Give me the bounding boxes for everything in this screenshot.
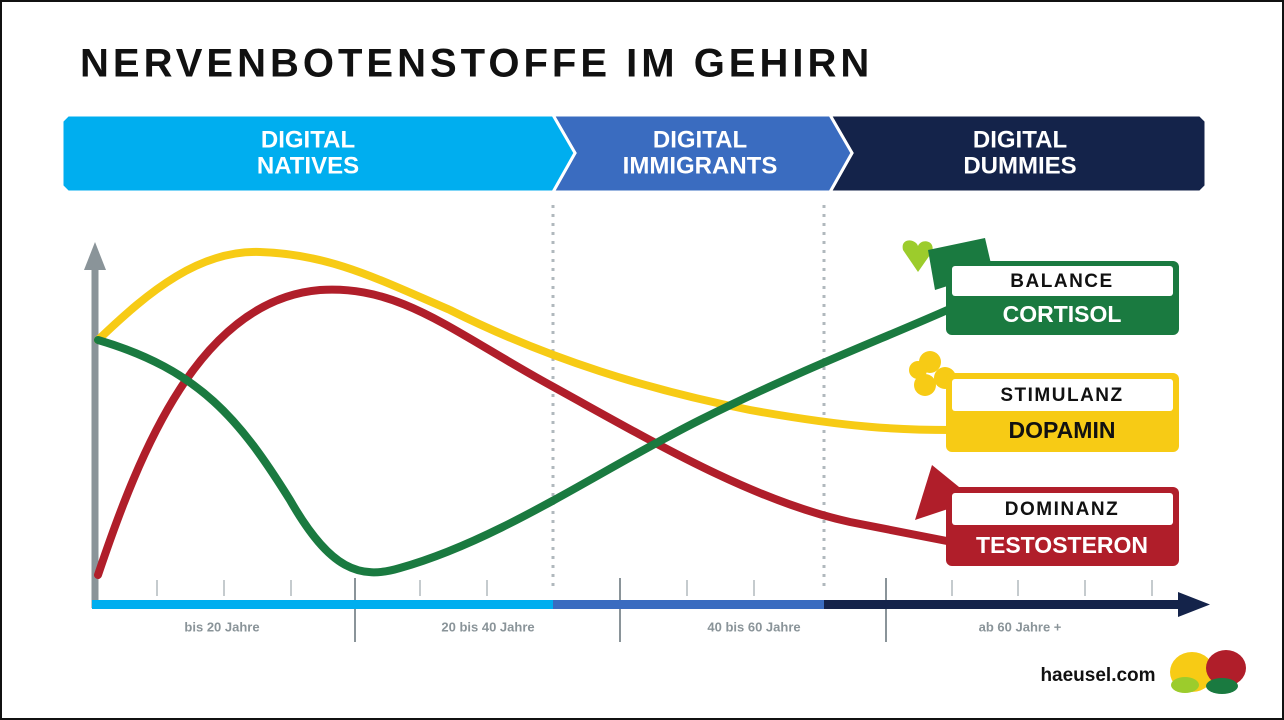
age-label: 20 bis 40 Jahre bbox=[441, 619, 534, 634]
age-label: ab 60 Jahre + bbox=[979, 619, 1062, 634]
x-axis-arrow bbox=[1178, 592, 1210, 617]
band-label: NATIVES bbox=[257, 152, 359, 179]
legend-bottom-label: CORTISOL bbox=[1003, 301, 1122, 327]
triangle-icon bbox=[915, 465, 975, 520]
age-label: 40 bis 60 Jahre bbox=[707, 619, 800, 634]
x-axis-dummies bbox=[824, 600, 1184, 609]
legend-top bbox=[952, 266, 1173, 296]
band-label: DUMMIES bbox=[963, 152, 1076, 179]
band-label: DIGITAL bbox=[973, 126, 1067, 153]
band-label: IMMIGRANTS bbox=[623, 152, 778, 179]
age-label: bis 20 Jahre bbox=[184, 619, 259, 634]
x-axis-natives bbox=[92, 600, 553, 609]
legend-bottom-label: TESTOSTERON bbox=[976, 532, 1148, 558]
title: NERVENBOTENSTOFFE IM GEHIRN bbox=[80, 42, 873, 86]
band-label: DIGITAL bbox=[261, 126, 355, 153]
cortisol-curve bbox=[94, 304, 956, 577]
legend-bottom-label: DOPAMIN bbox=[1009, 417, 1116, 443]
legend-top-label: STIMULANZ bbox=[1000, 385, 1123, 406]
brain-logo bbox=[1170, 650, 1246, 694]
legend-top-label: DOMINANZ bbox=[1005, 499, 1119, 520]
band-label: DIGITAL bbox=[653, 126, 747, 153]
logo-text: haeusel.com bbox=[1040, 665, 1155, 686]
testosteron-curve bbox=[94, 285, 956, 579]
dopamin-curve bbox=[94, 247, 956, 434]
band-natives bbox=[60, 113, 577, 194]
major-ticks bbox=[354, 578, 887, 642]
heart-icon bbox=[902, 240, 933, 272]
legend-top bbox=[952, 493, 1173, 525]
legend-top-label: BALANCE bbox=[1010, 271, 1113, 292]
ticks bbox=[156, 580, 1153, 596]
x-axis-immigrants bbox=[553, 600, 824, 609]
y-axis-arrow bbox=[84, 242, 106, 270]
legend-top bbox=[952, 379, 1173, 411]
